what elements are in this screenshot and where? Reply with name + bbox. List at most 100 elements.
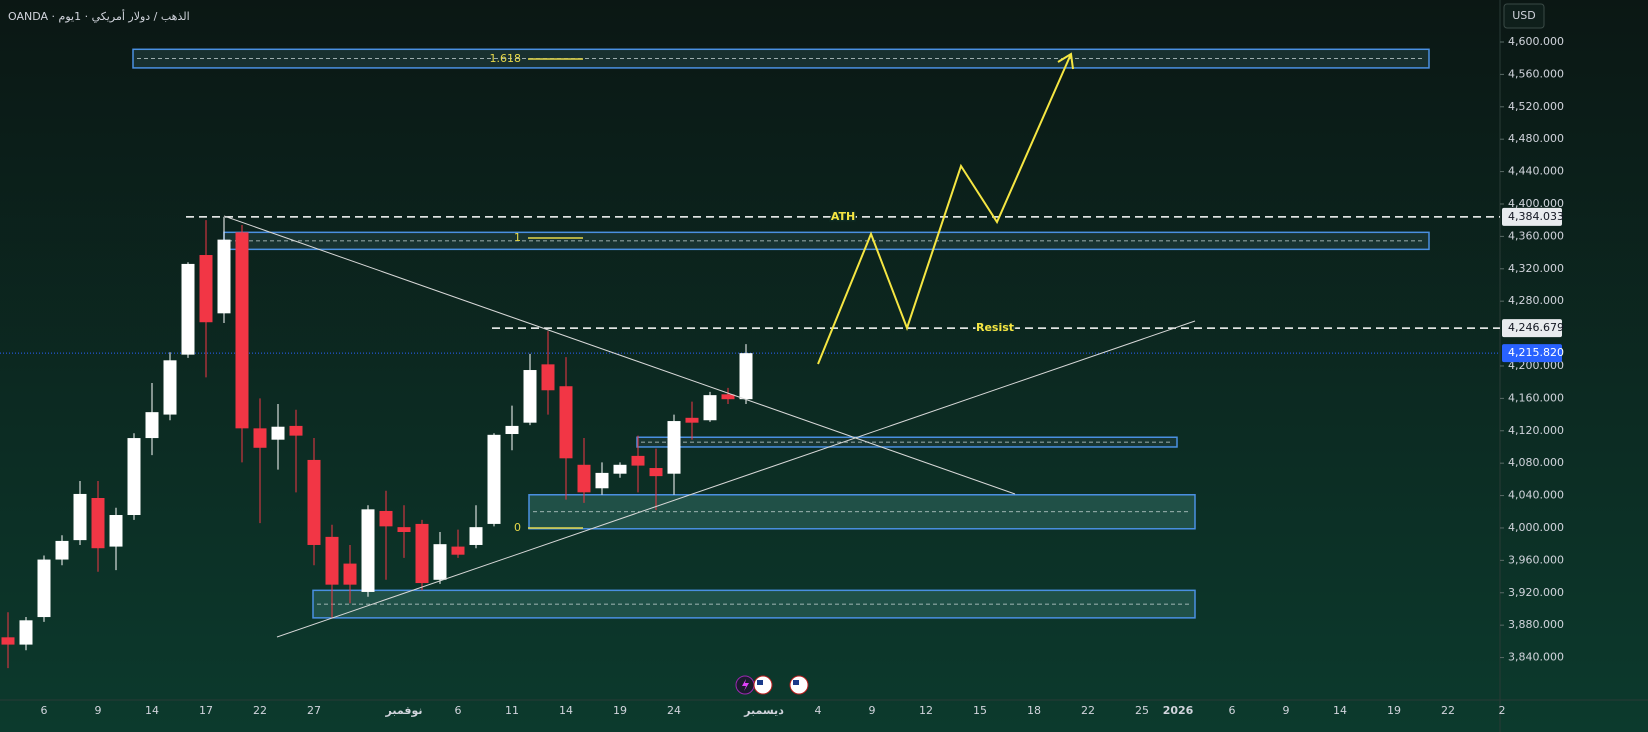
x-tick-label: 2026	[1163, 704, 1194, 717]
x-tick-label: 9	[869, 704, 876, 717]
candle-body	[379, 510, 393, 527]
level-name: ATH	[831, 210, 855, 223]
x-tick-label: ديسمبر	[743, 704, 784, 717]
candle-body	[199, 255, 213, 323]
x-tick-label: 11	[505, 704, 519, 717]
last-price-label: 4,215.820	[1508, 346, 1564, 359]
candle-body	[667, 421, 681, 474]
candle-body	[91, 497, 105, 549]
candle-body	[271, 426, 285, 440]
level-price-label: 4,246.679	[1508, 321, 1564, 334]
y-tick-label: 4,400.000	[1508, 197, 1564, 210]
x-tick-label: 14	[145, 704, 159, 717]
candle-body	[163, 360, 177, 415]
candle-body	[703, 395, 717, 421]
candle-body	[55, 540, 69, 560]
x-tick-label: 9	[95, 704, 102, 717]
candle-body	[343, 563, 357, 585]
x-tick-label: 19	[613, 704, 627, 717]
candle-body	[487, 434, 501, 524]
x-tick-label: 22	[1081, 704, 1095, 717]
level-price-label: 4,384.033	[1508, 210, 1564, 223]
candle-body	[289, 425, 303, 436]
candle-body	[613, 464, 627, 474]
plot: 1.618 1 0 ATH Resist	[0, 48, 1500, 669]
y-tick-label: 4,280.000	[1508, 294, 1564, 307]
level-name: Resist	[976, 321, 1014, 334]
chart-title: OANDA · الذهب / دولار أمريكي · 1يوم	[8, 9, 190, 23]
candle-body	[19, 620, 33, 645]
candle-body	[559, 386, 573, 459]
x-tick-label: 22	[1441, 704, 1455, 717]
y-tick-label: 3,880.000	[1508, 618, 1564, 631]
candle-body	[73, 493, 87, 541]
candle-body	[127, 438, 141, 516]
currency-button[interactable]	[1503, 3, 1545, 29]
candle-body	[721, 394, 735, 400]
candle-body	[415, 523, 429, 584]
candle-body	[37, 559, 51, 618]
x-tick-label: 27	[307, 704, 321, 717]
x-tick-label: 9	[1283, 704, 1290, 717]
candle-body	[523, 370, 537, 423]
candle-body	[541, 364, 555, 391]
candle-body	[631, 455, 645, 466]
trend-line	[223, 215, 1016, 495]
flag-glyph	[793, 680, 799, 685]
currency-label[interactable]: USD	[1512, 9, 1536, 22]
candle-body	[433, 544, 447, 580]
x-tick-label: 24	[667, 704, 681, 717]
last-price-box	[1502, 344, 1562, 363]
candle-body	[685, 417, 699, 423]
x-tick-label: 2	[1499, 704, 1506, 717]
y-tick-label: 4,320.000	[1508, 262, 1564, 275]
fib-label: 0	[514, 521, 521, 534]
candle-body	[109, 515, 123, 547]
candle-body	[505, 425, 519, 435]
candle-body	[397, 527, 411, 533]
x-tick-label: 6	[41, 704, 48, 717]
candle-body	[361, 509, 375, 592]
candle-body	[325, 536, 339, 585]
y-tick-label: 4,360.000	[1508, 229, 1564, 242]
level-price-box	[1502, 319, 1562, 338]
candle-body	[307, 459, 321, 545]
y-tick-label: 4,160.000	[1508, 391, 1564, 404]
y-tick-label: 4,440.000	[1508, 165, 1564, 178]
x-tick-label: 14	[1333, 704, 1347, 717]
candle-body	[1, 637, 15, 645]
y-tick-label: 3,960.000	[1508, 553, 1564, 566]
candle-body	[145, 412, 159, 439]
x-tick-label: نوفمبر	[385, 704, 423, 717]
x-tick-label: 6	[455, 704, 462, 717]
level-price-box	[1502, 207, 1562, 226]
candle-body	[253, 428, 267, 448]
y-tick-label: 4,600.000	[1508, 35, 1564, 48]
projection-path	[817, 53, 1072, 365]
y-tick-label: 3,920.000	[1508, 586, 1564, 599]
candle-body	[595, 472, 609, 489]
x-tick-label: 17	[199, 704, 213, 717]
candle-body	[235, 232, 249, 429]
y-tick-label: 4,480.000	[1508, 132, 1564, 145]
x-tick-label: 15	[973, 704, 987, 717]
x-tick-label: 14	[559, 704, 573, 717]
drawings	[223, 52, 1196, 695]
candle-body	[217, 239, 231, 314]
y-tick-label: 4,120.000	[1508, 424, 1564, 437]
candle-body	[739, 353, 753, 400]
y-tick-label: 4,040.000	[1508, 489, 1564, 502]
flag-glyph	[757, 680, 763, 685]
candle-body	[451, 546, 465, 555]
fib-label: 1.618	[490, 52, 522, 65]
trend-line	[276, 320, 1196, 638]
x-tick-label: 4	[815, 704, 822, 717]
y-tick-label: 4,560.000	[1508, 67, 1564, 80]
y-tick-label: 4,080.000	[1508, 456, 1564, 469]
fib-label: 1	[514, 231, 521, 244]
x-tick-label: 18	[1027, 704, 1041, 717]
y-tick-label: 4,200.000	[1508, 359, 1564, 372]
y-tick-label: 3,840.000	[1508, 651, 1564, 664]
